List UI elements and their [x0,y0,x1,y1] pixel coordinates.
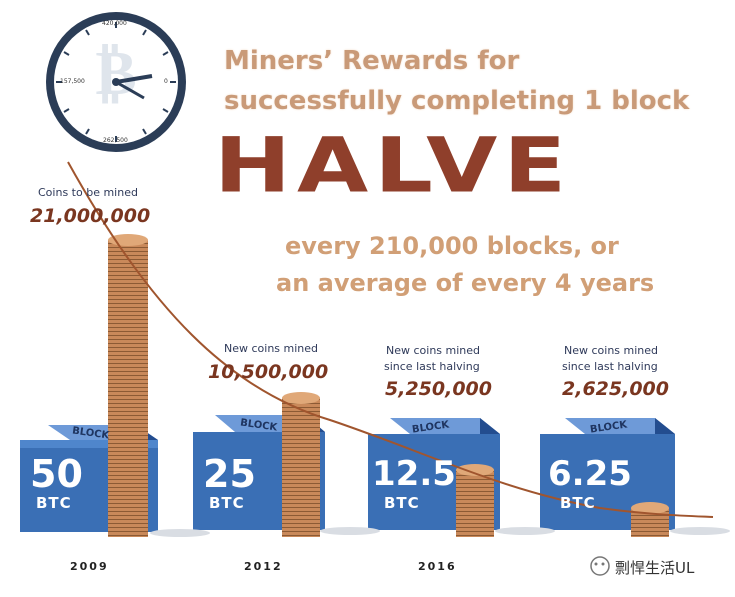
column-caption-2: since last halving [562,360,658,373]
year-label: 2012 [244,560,283,573]
coins-amount: 5,250,000 [385,378,492,400]
clock-label-right: 0 [164,78,168,85]
sub-line-2: an average of every 4 years [276,269,655,297]
reward-unit: BTC [384,494,420,512]
coins-amount: 2,625,000 [562,378,669,400]
headline-line-2: successfully completing 1 block [224,86,690,116]
coin-stack-2012 [282,392,320,537]
column-caption-2: since last halving [384,360,480,373]
clock-label-left: 157,500 [60,78,85,85]
bitcoin-logo-icon: ₿ [95,36,136,109]
coins-amount: 21,000,000 [30,205,151,227]
reward-unit: BTC [209,494,245,512]
halve-title: HALVE [214,122,573,210]
year-label: 2016 [418,560,457,573]
coin-stack-2009 [108,234,148,537]
headline-line-1: Miners’ Rewards for [224,46,520,76]
year-label: 2009 [70,560,109,573]
column-caption: Coins to be mined [38,186,138,199]
clock-label-bottom: 262,500 [103,137,128,144]
reward-value: 50 [30,452,83,496]
column-caption: New coins mined [386,344,481,357]
coins-amount: 10,500,000 [208,361,329,383]
clock-icon: ₿ [46,12,186,152]
halving-curve [67,161,714,518]
coin-stack-2016 [456,464,494,537]
reward-value: 6.25 [548,454,632,494]
reward-unit: BTC [560,494,596,512]
sub-line-1: every 210,000 blocks, or [285,232,619,260]
reward-value: 12.5 [372,454,456,494]
watermark-text: 剽悍生活UL [615,559,695,577]
column-caption: New coins mined [224,342,319,355]
clock-label-top: 420,000 [102,20,127,27]
wechat-icon [590,556,610,576]
reward-unit: BTC [36,494,72,512]
column-caption: New coins mined [564,344,659,357]
reward-value: 25 [203,452,256,496]
coin-stack-2020 [631,502,669,537]
